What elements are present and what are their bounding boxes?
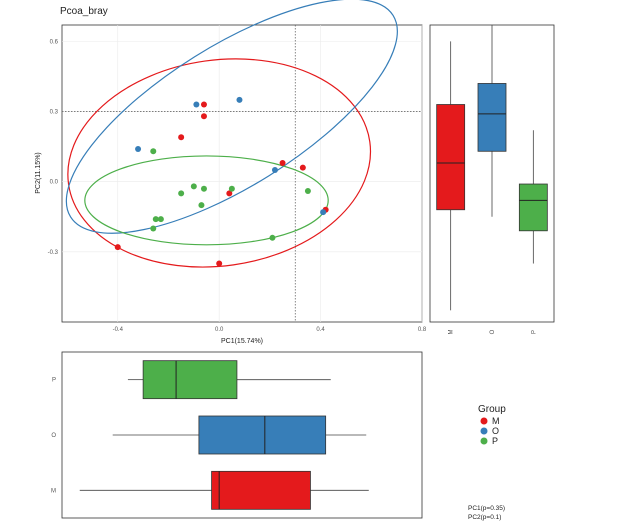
point-O: [271, 166, 278, 173]
y-tick-label: 0.0: [50, 180, 59, 186]
point-O: [236, 96, 243, 103]
x-axis-label: PC1(15.74%): [221, 338, 263, 345]
point-O: [320, 209, 327, 216]
x-tick-label: 0.4: [316, 327, 325, 333]
pc2-category-O: O: [490, 329, 496, 334]
point-P: [269, 234, 276, 241]
legend-label-P: P: [492, 436, 498, 446]
point-P: [178, 190, 185, 197]
legend-label-M: M: [492, 416, 500, 426]
scatter-points: [114, 96, 329, 267]
pc1-category-labels: P O M: [51, 378, 56, 495]
point-P: [150, 148, 157, 155]
pc1-category-M: M: [51, 488, 56, 494]
ellipse-O: [65, 0, 398, 234]
point-M: [114, 244, 121, 251]
point-M: [279, 159, 286, 166]
box-O: [198, 415, 327, 455]
point-M: [178, 134, 185, 141]
box-O: [477, 83, 507, 152]
legend-dot-P: [480, 437, 488, 445]
point-M: [226, 190, 233, 197]
pc1-category-O: O: [51, 433, 56, 439]
point-P: [152, 216, 159, 223]
legend-dot-M: [480, 417, 488, 425]
x-tick-label: 0.8: [418, 327, 427, 333]
confidence-ellipses: [65, 0, 398, 268]
ellipse-M: [67, 58, 372, 268]
legend-dot-O: [480, 427, 488, 435]
y-tick-label: 0.6: [50, 39, 59, 45]
pc2-category-M: M: [449, 330, 455, 335]
point-P: [198, 202, 205, 209]
point-P: [190, 183, 197, 190]
pc1-boxplots: [79, 360, 369, 510]
y-axis-ticks: 0.6 0.3 0.0 -0.3: [48, 39, 59, 255]
point-P: [200, 185, 207, 192]
pc2-boxplots: [436, 25, 548, 311]
point-O: [193, 101, 200, 108]
box-P: [142, 360, 238, 400]
y-tick-label: -0.3: [48, 250, 59, 256]
box-M: [211, 470, 311, 510]
point-M: [200, 101, 207, 108]
pc1-pvalue: PC1(p=0.35): [468, 505, 505, 512]
pc2-category-P: P: [531, 330, 537, 334]
y-axis-label: PC2(11.15%): [35, 152, 42, 194]
point-O: [135, 145, 142, 152]
point-P: [150, 225, 157, 232]
box-M: [436, 104, 466, 211]
x-tick-label: -0.4: [113, 327, 124, 333]
y-tick-label: 0.3: [50, 110, 59, 116]
scatter-panel: [61, 24, 423, 323]
point-M: [299, 164, 306, 171]
chart-title: Pcoa_bray: [60, 6, 108, 17]
point-P: [304, 188, 311, 195]
point-M: [216, 260, 223, 267]
point-M: [200, 113, 207, 120]
group-legend: Group MOP: [478, 404, 506, 446]
point-P: [228, 185, 235, 192]
legend-title: Group: [478, 404, 506, 415]
pc2-pvalue: PC2(p=0.1): [468, 514, 501, 521]
point-P: [157, 216, 164, 223]
pc1-category-P: P: [52, 378, 56, 384]
x-axis-ticks: -0.4 0.0 0.4 0.8: [113, 327, 427, 333]
box-P: [518, 183, 548, 232]
legend-label-O: O: [492, 426, 499, 436]
ellipse-P: [84, 155, 329, 246]
x-tick-label: 0.0: [215, 327, 224, 333]
